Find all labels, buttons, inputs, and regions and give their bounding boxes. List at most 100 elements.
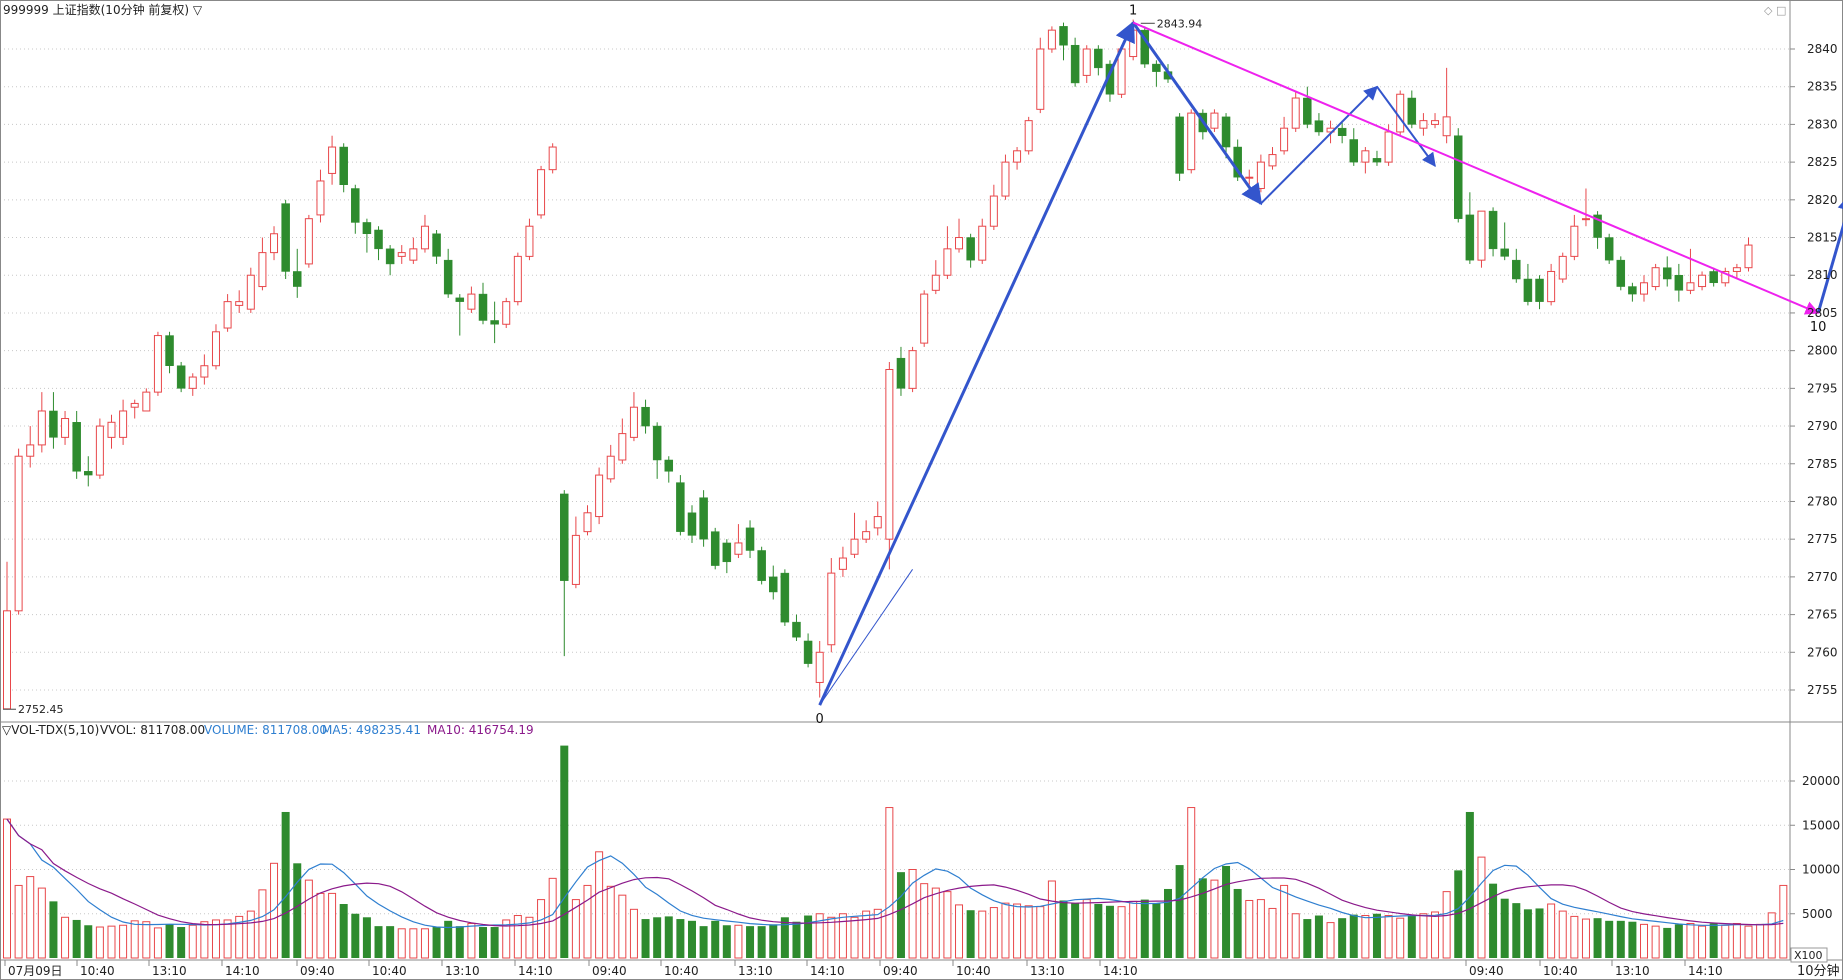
candle-body-up xyxy=(1082,48,1091,76)
volume-bar-up xyxy=(618,894,627,959)
candle xyxy=(1465,192,1475,264)
candle xyxy=(478,282,488,325)
candle xyxy=(966,233,975,268)
candle-body-down xyxy=(1709,271,1718,284)
candle-body-up xyxy=(537,169,546,216)
candle xyxy=(153,331,162,396)
candle xyxy=(641,399,650,434)
volume-bar-down xyxy=(84,925,93,958)
volume-bar-up xyxy=(246,910,255,959)
candle-body-down xyxy=(1616,259,1626,287)
candle-body-up xyxy=(1640,282,1649,295)
candle-body-up xyxy=(235,301,244,306)
time-tick-label: 14:10 xyxy=(1103,964,1138,978)
candle-body-up xyxy=(37,410,46,446)
volume-indicator-name[interactable]: ▽VOL-TDX(5,10) xyxy=(2,723,99,737)
candle-body-down xyxy=(664,459,674,472)
candle-body-up xyxy=(838,557,847,570)
candle xyxy=(1303,86,1312,129)
volume-bar-up xyxy=(211,919,220,959)
volume-bar-up xyxy=(142,921,151,959)
candle-body-up xyxy=(931,274,940,291)
candle xyxy=(1616,256,1626,291)
volume-bar-up xyxy=(1024,905,1033,959)
period-label[interactable]: 10分钟 xyxy=(1797,963,1840,979)
volume-bar-up xyxy=(107,925,116,959)
candle xyxy=(142,388,151,412)
volume-bar-up xyxy=(119,924,128,959)
candle xyxy=(1744,237,1753,272)
candle-body-up xyxy=(258,252,267,288)
candle xyxy=(432,229,441,264)
time-tick-label: 10:40 xyxy=(1543,964,1578,978)
candle-body-down xyxy=(1535,278,1544,302)
candle-body-down xyxy=(1372,158,1382,163)
price-tick-label: 2805 xyxy=(1807,306,1838,320)
volume-bar-up xyxy=(838,913,847,959)
volume-bar-down xyxy=(1152,903,1161,958)
candle-body-up xyxy=(1210,112,1219,129)
candle-body-up xyxy=(1013,150,1022,163)
candle xyxy=(293,248,302,298)
volume-bar-up xyxy=(235,915,244,959)
candle-body-up xyxy=(815,651,824,683)
wave-line-blue xyxy=(1376,86,1436,168)
volume-bar-up xyxy=(1013,903,1022,959)
high-value-label: 2843.94 xyxy=(1157,17,1203,30)
candle xyxy=(84,456,93,487)
volume-bar-up xyxy=(827,916,836,959)
candle xyxy=(351,184,360,234)
volume-bar-down xyxy=(1338,918,1347,958)
candle-body-up xyxy=(1280,127,1289,152)
volume-bar-down xyxy=(1105,905,1114,958)
candle-body-up xyxy=(223,301,232,329)
restore-window-icon[interactable]: □ xyxy=(1776,4,1786,17)
volume-bar-up xyxy=(1756,923,1765,959)
volume-bar-down xyxy=(653,917,662,958)
volume-bar-up xyxy=(873,908,882,959)
time-tick-label: 10:40 xyxy=(372,964,407,978)
candle xyxy=(443,248,453,298)
candle-body-down xyxy=(281,203,290,272)
price-tick-label: 2820 xyxy=(1807,193,1838,207)
candle-body-down xyxy=(374,229,383,250)
candle xyxy=(304,214,313,268)
volume-bar-up xyxy=(606,885,615,959)
candle xyxy=(1523,263,1533,306)
candle-body-up xyxy=(1477,210,1486,261)
candle-body-up xyxy=(827,572,836,646)
candle-body-up xyxy=(943,248,952,276)
volume-bar-up xyxy=(1640,923,1649,959)
volume-bar-up xyxy=(989,907,998,959)
volume-bar-up xyxy=(14,884,23,959)
volume-bar-down xyxy=(1454,870,1463,958)
volume-bar-down xyxy=(374,926,383,958)
candle xyxy=(1721,267,1730,287)
volume-bar-up xyxy=(885,807,894,959)
wave-line-blue xyxy=(818,20,1135,706)
volume-bar-down xyxy=(1535,908,1544,958)
candle xyxy=(1698,271,1707,291)
candle-body-up xyxy=(95,425,104,476)
volume-bar-up xyxy=(1570,915,1579,959)
price-axis: 2755 2760 2765 2770 2775 2780 2785 2790 2795 2800… xyxy=(1790,42,1838,697)
candle-body-up xyxy=(583,512,592,533)
volume-ma-lines xyxy=(6,818,1784,929)
candle-body-down xyxy=(1337,127,1347,136)
time-tick-label: 13:10 xyxy=(445,964,480,978)
candle xyxy=(1175,113,1184,181)
candle xyxy=(1256,154,1265,193)
volume-bar-down xyxy=(479,927,488,958)
diamond-icon[interactable]: ◇ xyxy=(1764,4,1773,17)
candle xyxy=(885,361,894,570)
volume-bar-up xyxy=(1744,925,1753,959)
candle xyxy=(1454,128,1463,223)
candle-body-down xyxy=(641,406,650,427)
volume-bar-down xyxy=(896,872,905,958)
volume-bar-down xyxy=(1616,920,1625,958)
price-tick-label: 2800 xyxy=(1807,344,1838,358)
volume-bar-down xyxy=(1175,865,1184,958)
candle xyxy=(1488,207,1498,257)
candle-body-up xyxy=(1187,112,1196,171)
